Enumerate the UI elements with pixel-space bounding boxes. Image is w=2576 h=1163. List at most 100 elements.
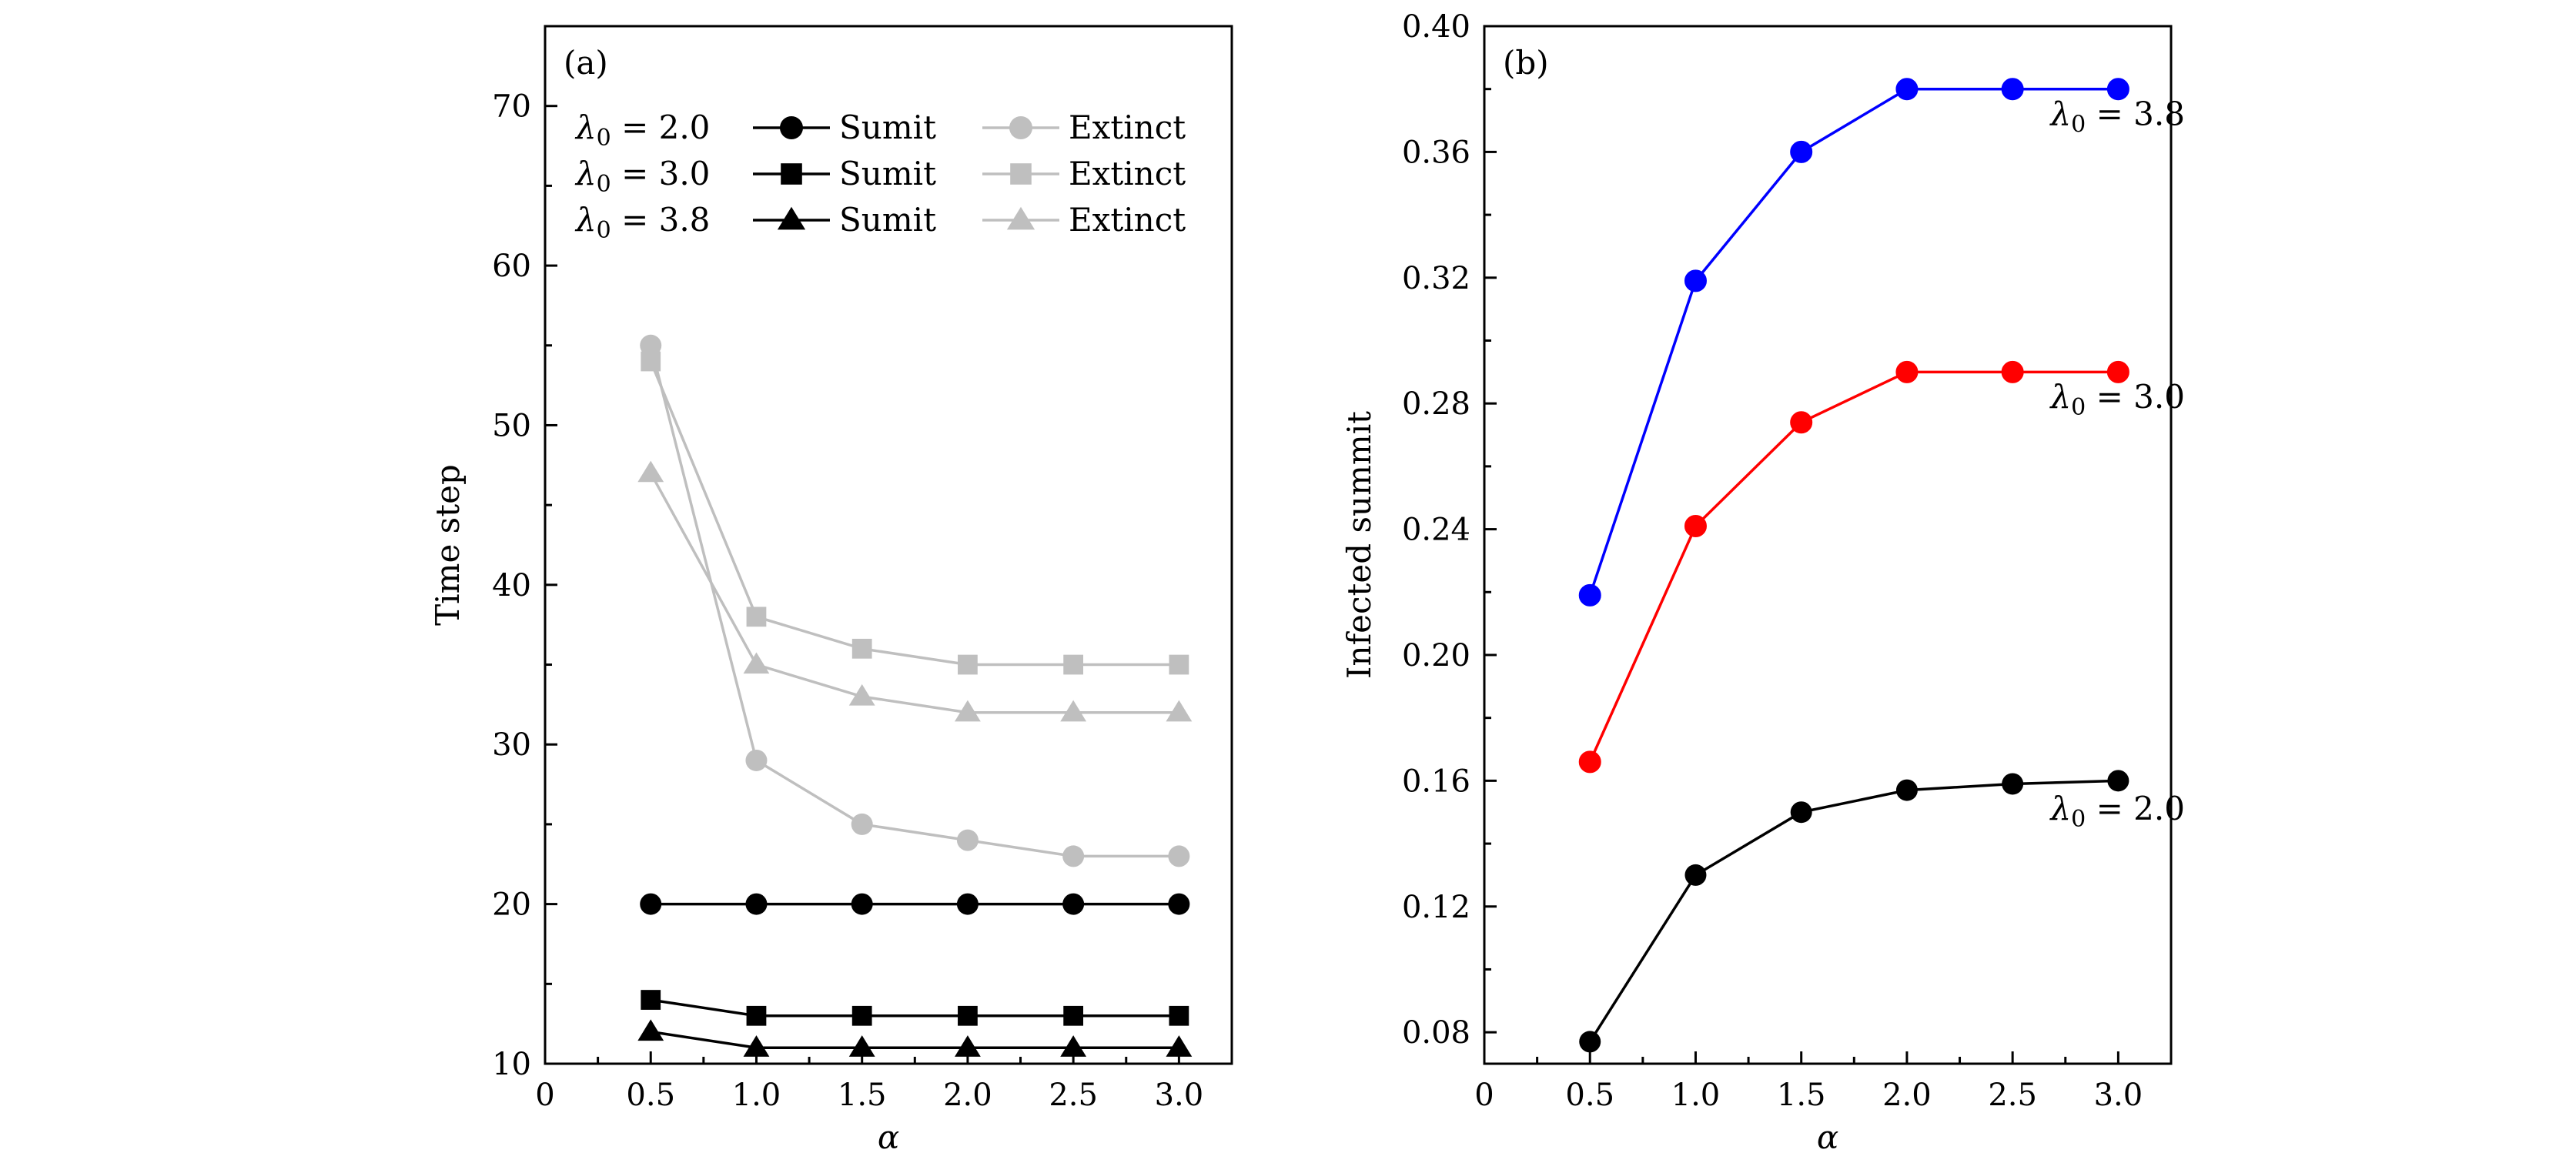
data-point [1063, 1005, 1084, 1026]
series-5 [637, 460, 1193, 722]
legend-lambda-label: λ0 = 3.0 [574, 155, 710, 198]
data-point [640, 334, 662, 356]
data-point [1895, 360, 1919, 383]
data-point [1895, 78, 1919, 101]
y-tick-label: 0.40 [1402, 9, 1470, 45]
series-1 [1578, 360, 2129, 774]
x-axis-title: α [878, 1118, 899, 1156]
data-point [640, 893, 662, 915]
legend-marker [1010, 163, 1032, 185]
data-point [1062, 845, 1085, 867]
data-point [851, 638, 872, 659]
series-line [650, 1030, 1179, 1050]
y-axis-title: Time step [429, 464, 467, 626]
data-point [637, 460, 664, 483]
data-point [2106, 78, 2129, 101]
y-tick-label: 0.32 [1402, 261, 1470, 296]
series-line [649, 345, 1179, 858]
series-0 [1578, 78, 2129, 607]
legend-marker [780, 116, 803, 139]
data-point [641, 351, 661, 372]
legend-summit-label: Sumit [839, 201, 936, 239]
panel-b: 0 0.5 1.0 1.5 2.0 2.5 3.0 0.08 0.12 0.16 0.20 0.24 0… [1340, 9, 2185, 1156]
x-tick-label: 0.5 [626, 1078, 675, 1113]
y-tick-label: 30 [492, 727, 531, 763]
panel-a: 0 0.5 1.0 1.5 2.0 2.5 3.0 10 20 30 40 50 60 70 α Time s… [429, 25, 1233, 1156]
series-2 [637, 1019, 1193, 1057]
data-point [956, 829, 979, 851]
y-tick-label: 0.08 [1402, 1015, 1470, 1051]
data-point [1684, 864, 1707, 886]
data-point [1168, 845, 1190, 867]
x-tick-label: 0 [535, 1078, 554, 1113]
data-point [956, 893, 979, 915]
plot-frame [1483, 25, 2173, 1065]
legend-extinct-label: Extinct [1069, 201, 1186, 239]
data-point [2001, 78, 2024, 101]
y-tick-label: 0.12 [1402, 890, 1470, 925]
y-tick-label: 0.24 [1402, 513, 1470, 548]
data-point [2106, 360, 2129, 383]
data-point [745, 749, 768, 771]
data-point [743, 1035, 770, 1057]
data-point [851, 893, 873, 915]
series-line [1588, 87, 2119, 596]
series-annotation: λ0 = 3.8 [2049, 95, 2185, 138]
data-point [743, 652, 770, 674]
y-tick-label: 0.36 [1402, 135, 1470, 170]
legend-extinct-label: Extinct [1069, 109, 1186, 146]
legend-marker [777, 206, 806, 230]
series-4 [641, 351, 1189, 675]
data-point [851, 1005, 872, 1026]
panel-label: (b) [1503, 44, 1549, 82]
series-annotation: λ0 = 2.0 [2049, 790, 2185, 833]
data-point [637, 1019, 664, 1041]
data-point [641, 990, 661, 1010]
series-line [1588, 779, 2119, 1043]
x-tick-label: 1.0 [732, 1078, 781, 1113]
data-point [1790, 140, 1813, 163]
data-point [848, 1035, 875, 1057]
data-point [1169, 654, 1189, 675]
data-point [2107, 770, 2129, 792]
y-tick-label: 20 [492, 887, 531, 923]
x-tick-label: 0.5 [1565, 1078, 1614, 1113]
data-point [2001, 360, 2024, 383]
x-tick-label: 3.0 [2094, 1078, 2143, 1113]
data-point [1062, 893, 1085, 915]
data-point [958, 654, 978, 675]
x-tick-label: 1.5 [1777, 1078, 1826, 1113]
x-tick-label: 2.0 [1882, 1078, 1932, 1113]
data-point [1579, 1031, 1601, 1053]
series-line [650, 998, 1179, 1018]
data-point [851, 813, 873, 835]
y-tick-label: 0.28 [1402, 386, 1470, 422]
series-line [649, 360, 1179, 667]
series-2 [1579, 770, 2129, 1053]
data-point [746, 607, 767, 627]
x-tick-label: 1.0 [1671, 1078, 1721, 1113]
data-point [2002, 773, 2024, 795]
x-tick-label: 2.5 [1988, 1078, 2037, 1113]
data-point [955, 1035, 981, 1057]
data-point [955, 700, 981, 722]
legend-lambda-label: λ0 = 2.0 [574, 109, 710, 152]
data-point [746, 1005, 767, 1026]
y-tick-label: 50 [492, 408, 531, 443]
legend-lambda-label: λ0 = 3.8 [574, 201, 710, 244]
data-point [1578, 750, 1601, 774]
legend-marker [781, 163, 802, 185]
legend-marker [1006, 206, 1035, 230]
x-axis-title: α [1817, 1118, 1838, 1156]
x-tick-label: 2.0 [943, 1078, 992, 1113]
y-tick-label: 40 [492, 568, 531, 603]
x-tick-label: 2.5 [1049, 1078, 1098, 1113]
y-tick-label: 0.20 [1402, 638, 1470, 673]
data-point [1166, 1035, 1193, 1057]
series-annotation: λ0 = 3.0 [2049, 378, 2185, 421]
data-point [1684, 514, 1707, 537]
data-point [1063, 654, 1084, 675]
series-1 [641, 990, 1189, 1026]
series-line [649, 472, 1179, 714]
x-tick-label: 3.0 [1155, 1078, 1204, 1113]
